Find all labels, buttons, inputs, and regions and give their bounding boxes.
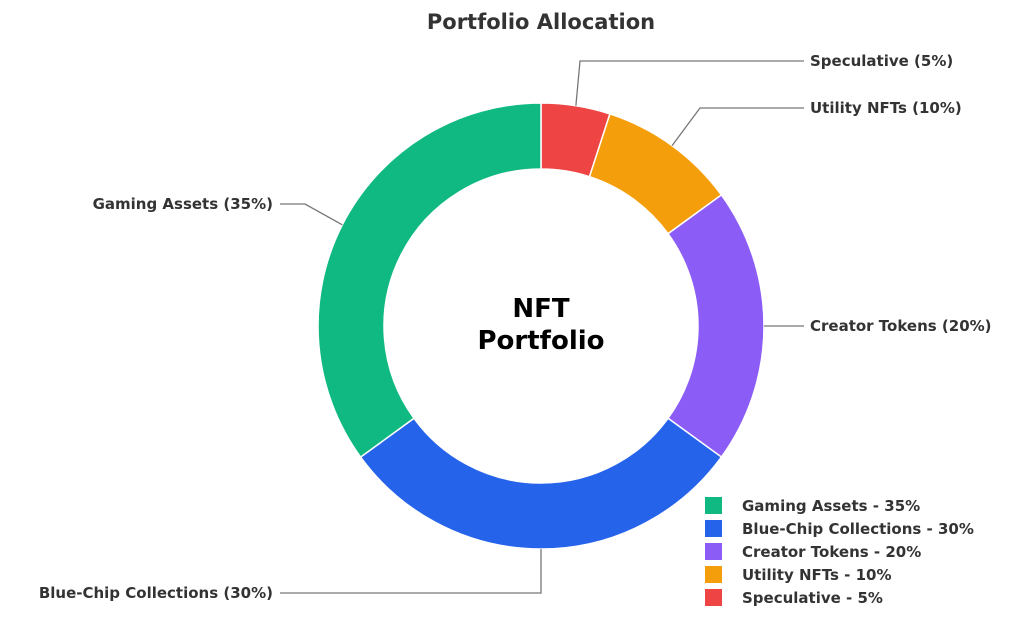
slice-label-blue-chip-collections: Blue-Chip Collections (30%) (39, 584, 273, 602)
slice-label-gaming-assets: Gaming Assets (35%) (93, 195, 273, 213)
leader-lines-layer (280, 60, 804, 594)
legend-swatch-creator-tokens (705, 543, 722, 560)
chart-title: Portfolio Allocation (427, 10, 655, 34)
legend-swatch-blue-chip-collections (705, 520, 722, 537)
center-label-line-1: NFT (512, 294, 570, 324)
slice-label-creator-tokens: Creator Tokens (20%) (810, 317, 992, 335)
slice-label-utility-nfts: Utility NFTs (10%) (810, 99, 962, 117)
slice-labels-layer: Speculative (5%) Utility NFTs (10%) Creato… (39, 52, 992, 602)
slice-blue-chip-collections (359, 417, 723, 550)
slices-layer (317, 102, 765, 550)
legend-swatch-speculative (705, 589, 722, 606)
legend-label-gaming-assets: Gaming Assets - 35% (742, 497, 920, 515)
slice-label-speculative: Speculative (5%) (810, 52, 953, 70)
center-label-line-2: Portfolio (477, 326, 604, 356)
legend-swatch-utility-nfts (705, 566, 722, 583)
legend-swatch-gaming-assets (705, 497, 722, 514)
legend-label-utility-nfts: Utility NFTs - 10% (742, 566, 892, 584)
leader-line-blue-chip-collections (280, 549, 542, 594)
legend-label-creator-tokens: Creator Tokens - 20% (742, 543, 921, 561)
leader-line-speculative (575, 60, 804, 106)
leader-line-gaming-assets (280, 203, 343, 226)
slice-creator-tokens (666, 193, 765, 459)
legend: Gaming Assets - 35% Blue-Chip Collections… (705, 497, 974, 607)
legend-label-blue-chip-collections: Blue-Chip Collections - 30% (742, 520, 974, 538)
slice-gaming-assets (317, 102, 542, 459)
leader-line-utility-nfts (671, 107, 804, 146)
legend-label-speculative: Speculative - 5% (742, 589, 883, 607)
